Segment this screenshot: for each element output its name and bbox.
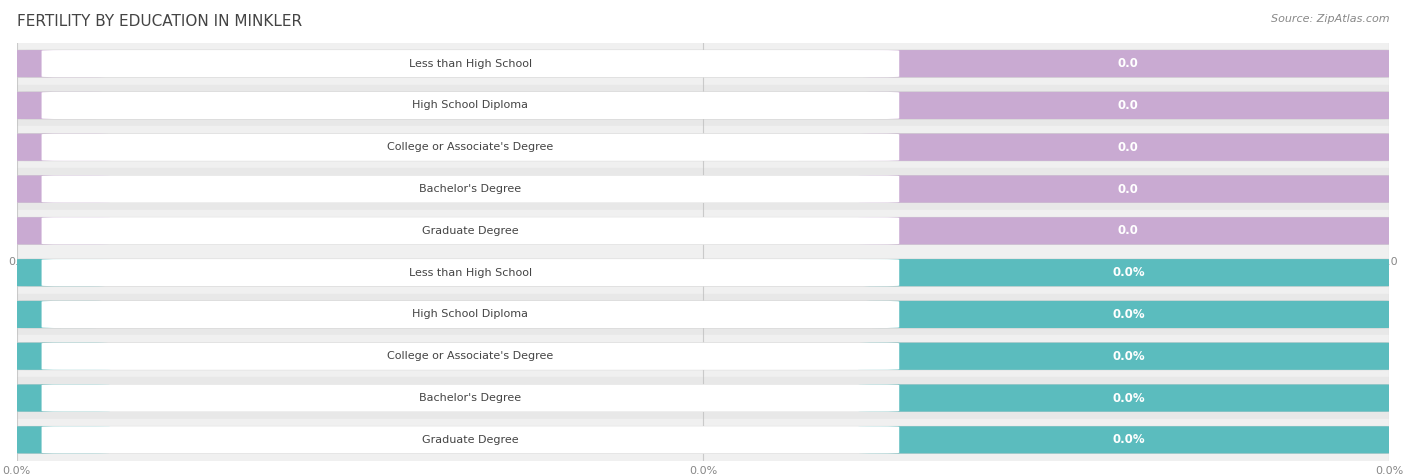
FancyBboxPatch shape [7,217,1399,245]
Text: 0.0: 0.0 [1118,182,1139,196]
Text: College or Associate's Degree: College or Associate's Degree [387,351,554,361]
Text: 0.0%: 0.0% [1112,350,1144,363]
FancyBboxPatch shape [42,426,900,454]
FancyBboxPatch shape [7,175,1399,203]
FancyBboxPatch shape [858,217,1399,245]
Bar [17,419,1389,461]
Text: Graduate Degree: Graduate Degree [422,435,519,445]
Text: 0.0: 0.0 [1118,141,1139,154]
Bar [17,294,1389,335]
FancyBboxPatch shape [7,50,110,77]
Text: 0.0: 0.0 [1118,99,1139,112]
FancyBboxPatch shape [42,50,900,77]
Bar [17,210,1389,252]
Text: Bachelor's Degree: Bachelor's Degree [419,184,522,194]
FancyBboxPatch shape [7,384,1399,412]
Bar [17,377,1389,419]
FancyBboxPatch shape [42,217,900,245]
FancyBboxPatch shape [7,92,1399,119]
Text: Less than High School: Less than High School [409,58,531,69]
FancyBboxPatch shape [858,92,1399,119]
Text: College or Associate's Degree: College or Associate's Degree [387,142,554,152]
Text: 0.0%: 0.0% [1112,266,1144,279]
FancyBboxPatch shape [858,384,1399,412]
FancyBboxPatch shape [7,426,1399,454]
Bar [17,168,1389,210]
Bar [17,335,1389,377]
Bar [17,43,1389,85]
Text: High School Diploma: High School Diploma [412,309,529,320]
Text: 0.0: 0.0 [1118,224,1139,238]
FancyBboxPatch shape [42,133,900,161]
Text: 0.0%: 0.0% [1112,308,1144,321]
FancyBboxPatch shape [858,50,1399,77]
Bar [17,252,1389,294]
FancyBboxPatch shape [42,384,900,412]
FancyBboxPatch shape [7,133,1399,161]
FancyBboxPatch shape [7,92,110,119]
Text: Less than High School: Less than High School [409,267,531,278]
Text: High School Diploma: High School Diploma [412,100,529,111]
FancyBboxPatch shape [858,133,1399,161]
FancyBboxPatch shape [7,50,1399,77]
FancyBboxPatch shape [858,426,1399,454]
FancyBboxPatch shape [7,342,1399,370]
Bar [17,85,1389,126]
FancyBboxPatch shape [7,175,110,203]
FancyBboxPatch shape [42,342,900,370]
FancyBboxPatch shape [858,175,1399,203]
FancyBboxPatch shape [7,259,110,286]
FancyBboxPatch shape [42,301,900,328]
FancyBboxPatch shape [42,175,900,203]
FancyBboxPatch shape [42,259,900,286]
FancyBboxPatch shape [7,217,110,245]
FancyBboxPatch shape [7,133,110,161]
FancyBboxPatch shape [7,384,110,412]
Text: 0.0%: 0.0% [1112,391,1144,405]
FancyBboxPatch shape [858,342,1399,370]
FancyBboxPatch shape [7,342,110,370]
FancyBboxPatch shape [7,301,110,328]
FancyBboxPatch shape [858,301,1399,328]
FancyBboxPatch shape [7,426,110,454]
Text: Graduate Degree: Graduate Degree [422,226,519,236]
Text: 0.0: 0.0 [1118,57,1139,70]
Text: Bachelor's Degree: Bachelor's Degree [419,393,522,403]
FancyBboxPatch shape [858,259,1399,286]
FancyBboxPatch shape [7,301,1399,328]
Text: FERTILITY BY EDUCATION IN MINKLER: FERTILITY BY EDUCATION IN MINKLER [17,14,302,29]
FancyBboxPatch shape [42,92,900,119]
Text: 0.0%: 0.0% [1112,433,1144,446]
FancyBboxPatch shape [7,259,1399,286]
Bar [17,126,1389,168]
Text: Source: ZipAtlas.com: Source: ZipAtlas.com [1271,14,1389,24]
